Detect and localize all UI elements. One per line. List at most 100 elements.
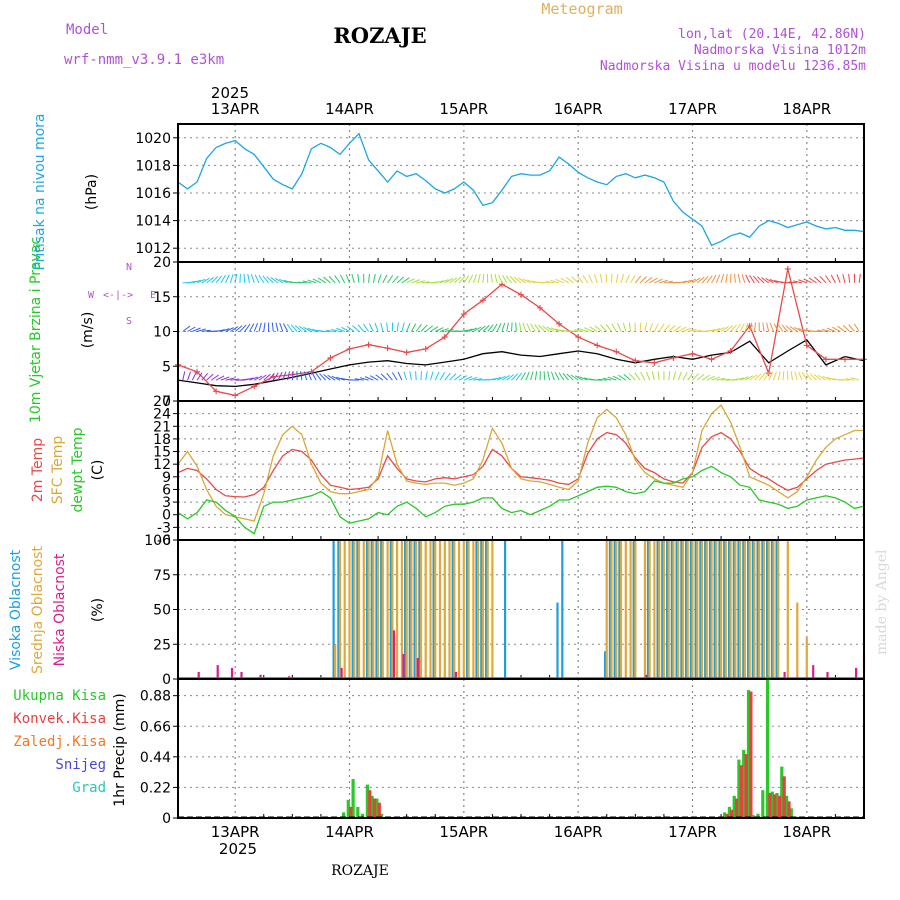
bar-ukupna-kisa [365, 784, 369, 818]
bar-visoka-oblacnost [770, 540, 773, 679]
bar-ukupna-kisa [356, 806, 360, 818]
wind-barb [826, 376, 836, 381]
bar-visoka-oblacnost [389, 540, 392, 679]
wind-barb [842, 273, 846, 283]
bar-ukupna-kisa [775, 793, 779, 818]
wind-barb [805, 372, 812, 381]
y-tick-label: 24 [153, 407, 171, 423]
bottom-day-label: 18APR [782, 823, 831, 841]
temp-ylabel: (C) [90, 460, 106, 481]
bar-visoka-oblacnost [475, 540, 478, 679]
bar-visoka-oblacnost [685, 540, 688, 679]
wind-barb [496, 375, 506, 381]
wind-barb [753, 275, 760, 284]
bar-srednja-oblacnost [472, 540, 475, 679]
product-title: Meteogram [541, 0, 622, 18]
wind-barb [444, 329, 454, 332]
wind-barb [505, 275, 512, 284]
gust-marker [346, 345, 353, 352]
wind-barb [578, 328, 588, 332]
wind-barb [334, 275, 341, 284]
wind-barb [359, 377, 369, 381]
wind-barb [716, 377, 726, 381]
wind-barb [782, 371, 785, 381]
wind-barb [249, 376, 259, 381]
bar-visoka-oblacnost [727, 540, 731, 679]
bar-srednja-oblacnost [724, 540, 727, 679]
wind-barb [472, 274, 477, 284]
wind-barb [649, 322, 654, 332]
precip-legend-item: Konvek.Kisa [13, 711, 106, 727]
wind-barb [279, 278, 288, 284]
wind-barb [798, 327, 808, 332]
wind-barb [279, 322, 284, 332]
wind-barb [730, 324, 738, 332]
wind-barb [300, 371, 303, 381]
wind-barb [845, 378, 855, 381]
wind-barb [463, 275, 470, 284]
wind-legend-e: E [150, 290, 156, 301]
top-day-label: 15APR [439, 100, 488, 118]
bar-konvek-kisa [377, 802, 381, 818]
y-tick-label: 0.22 [140, 780, 171, 796]
bar-srednja-oblacnost [429, 540, 432, 679]
bar-ukupna-kisa [785, 795, 789, 818]
wind-barb [368, 273, 370, 283]
wind-barb [336, 376, 345, 381]
pressure-title: Pritisak na nivou mora [32, 113, 48, 270]
wind-barb [550, 327, 560, 332]
y-tick-label: 9 [162, 470, 171, 486]
wind-barb [663, 280, 673, 284]
wind-barb [511, 373, 519, 381]
wind-barb [682, 371, 688, 381]
wind-barb [673, 325, 682, 332]
panel-frame [177, 678, 865, 819]
wind-barb [303, 371, 308, 381]
wind-barb [210, 276, 219, 284]
wind-barb [487, 377, 497, 381]
gust-marker [232, 392, 239, 399]
bar-ukupna-kisa [765, 676, 770, 818]
wind-barb [287, 371, 291, 381]
bar-visoka-oblacnost [413, 540, 416, 679]
wind-barb [506, 374, 515, 381]
bar-visoka-oblacnost [465, 540, 469, 679]
wind-barb [401, 277, 410, 284]
wind-barb [763, 372, 770, 381]
bottom-day-labels: 13APR 14APR 15APR 16APR 17APR 18APR [211, 823, 831, 841]
bar-srednja-oblacnost [405, 540, 408, 679]
wind-barb [757, 276, 765, 284]
wind-barb [602, 377, 612, 381]
bar-srednja-oblacnost [658, 540, 661, 679]
wind-barb [687, 372, 694, 381]
wind-barb [302, 280, 312, 284]
wind-barb [547, 371, 551, 381]
wind-barb [842, 324, 851, 332]
wind-barb [494, 274, 498, 283]
temp-2m-title: 2m Temp [30, 438, 46, 502]
wind-barb [262, 275, 269, 284]
bar-konvek-kisa [368, 790, 372, 818]
y-tick-label: 10 [153, 325, 171, 341]
wind-barb [425, 371, 428, 381]
wind-barb [570, 374, 579, 381]
bar-niska-oblacnost [340, 667, 343, 679]
wind-barb [574, 329, 584, 332]
bar-ukupna-kisa [756, 813, 760, 818]
bar-srednja-oblacnost [610, 540, 613, 679]
bar-visoka-oblacnost [775, 540, 778, 679]
wind-barb [303, 326, 312, 332]
top-day-label: 13APR [211, 100, 260, 118]
bar-visoka-oblacnost [656, 540, 659, 679]
bar-visoka-oblacnost [766, 540, 769, 679]
wind-barb [645, 371, 651, 381]
precip-legend-item: Ukupna Kisa [13, 688, 106, 704]
gust-marker [422, 345, 429, 352]
wind-barb [584, 327, 593, 332]
wind-barb [749, 322, 753, 332]
bar-ukupna-kisa [351, 779, 355, 818]
wind-barb [244, 377, 254, 381]
bar-srednja-oblacnost [767, 540, 770, 679]
wind-barb [244, 323, 251, 332]
wind-barb [380, 373, 388, 381]
